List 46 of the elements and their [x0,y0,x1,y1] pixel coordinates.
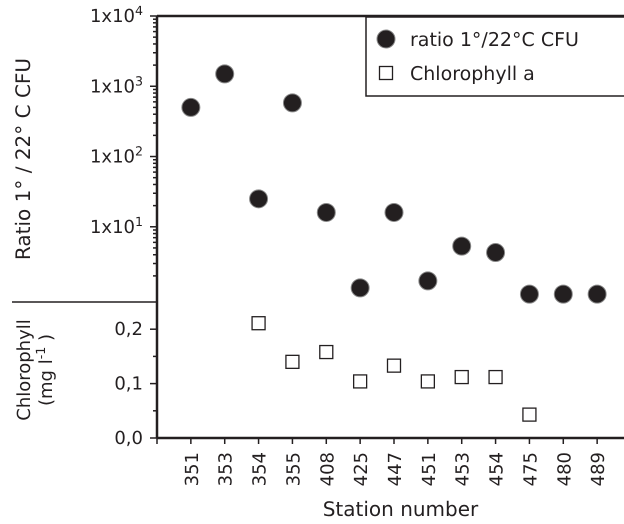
y-tick-label: 0,2 [114,319,143,340]
y-tick-label: 1x10$^{2}$ [90,143,143,168]
x-tick-label: 408 [317,452,338,486]
y-axis-title: Ratio 1° / 22° C CFU [11,58,35,260]
x-tick-label: 454 [486,452,508,486]
point [352,374,368,389]
point [386,358,402,373]
x-tick-label: 425 [351,452,372,486]
point [420,374,436,389]
legend-label: ratio 1°/22°C CFU [410,29,579,51]
point [350,278,370,298]
point [215,64,234,84]
point [588,284,607,304]
point [418,271,438,290]
x-axis-title: Station number [322,497,480,521]
y-tick-label: 0,1 [114,374,143,395]
point [181,98,200,117]
point [384,202,404,222]
x-tick-label: 451 [418,452,440,486]
point [452,236,472,256]
x-tick-label: 453 [452,452,474,486]
point [249,189,268,208]
x-tick-label: 355 [283,452,304,486]
x-tick-label: 489 [588,452,610,486]
point [488,370,503,384]
point [554,284,573,304]
point [251,316,266,330]
y-tick-label: 1x10$^{1}$ [90,213,143,238]
y-tick-label: 1x10$^{4}$ [90,2,143,27]
point [486,243,506,262]
point [282,93,302,112]
x-tick-label: 351 [182,452,203,486]
x-tick-label: 475 [520,452,542,486]
point [316,202,336,222]
point [319,344,334,360]
point [520,284,539,304]
point [285,354,300,369]
x-tick-label: 480 [554,452,576,486]
x-tick-label: 447 [385,452,406,486]
legend-label: Chlorophyll a [410,63,535,85]
x-tick-label: 353 [216,452,237,486]
x-tick-label: 354 [250,452,271,486]
point [454,370,469,384]
y-tick-label: 0,0 [114,428,143,449]
point [522,407,537,422]
y-tick-label: 1x10$^{3}$ [90,72,143,98]
